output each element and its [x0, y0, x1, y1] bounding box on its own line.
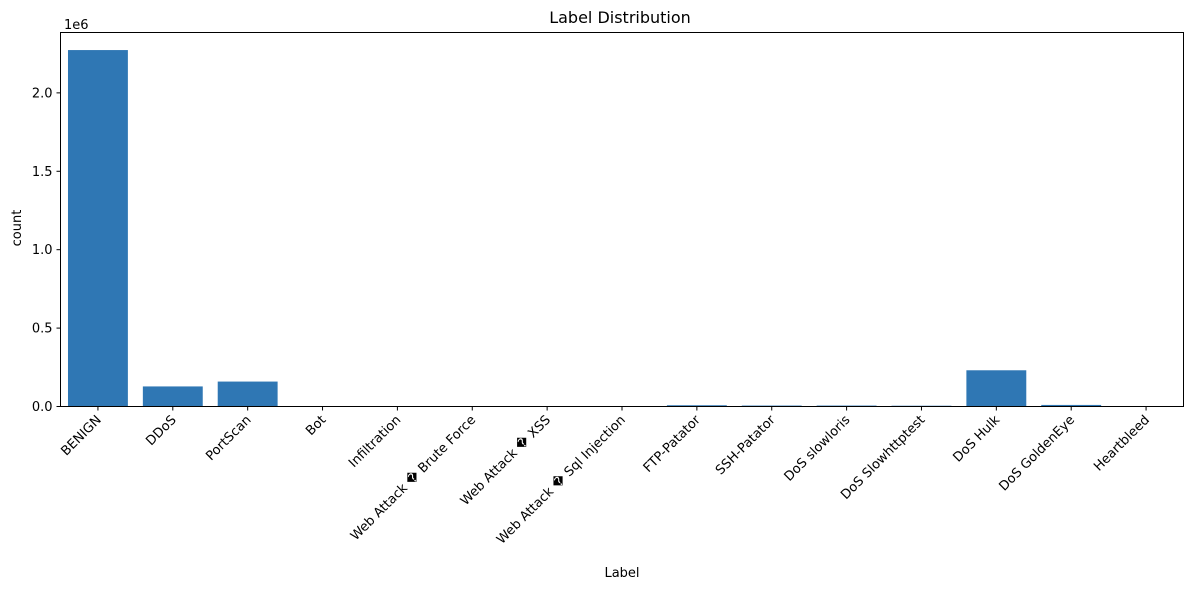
bar-8 [666, 405, 727, 407]
plot-frame [60, 32, 1184, 407]
bar-2 [217, 381, 278, 407]
y-ticks-group: 0.0 0.5 1.0 1.5 2.0 [32, 86, 61, 415]
y-offset-label: 1e6 [64, 18, 89, 33]
bar-1 [142, 386, 203, 407]
bar-12 [966, 370, 1027, 407]
x-tick-label-11: DoS Slowhttptest [838, 413, 928, 503]
x-tick-label-12: DoS Hulk [950, 412, 1003, 465]
y-tick-label-3: 1.5 [32, 165, 53, 180]
x-tick-label-10: DoS slowloris [782, 413, 854, 485]
x-axis-label: Label [604, 566, 639, 581]
bar-0 [67, 50, 128, 407]
x-tick-label-9: SSH-Patator [713, 412, 779, 478]
x-tick-label-14: Heartbleed [1091, 413, 1153, 475]
x-tick-label-1: DDoS [143, 413, 179, 449]
x-tick-label-4: Infiltration [346, 413, 404, 471]
x-tick-label-7: Web Attack � Sql Injection [493, 411, 629, 547]
y-axis-label: count [10, 210, 25, 247]
bar-13 [1041, 404, 1102, 407]
bars-group [67, 50, 1177, 407]
x-tick-label-2: PortScan [203, 413, 254, 464]
x-tick-label-5: Web Attack � Brute Force [347, 411, 480, 544]
x-tick-label-13: DoS GoldenEye [996, 413, 1078, 495]
x-tick-label-3: Bot [303, 413, 329, 439]
y-tick-label-0: 0.0 [32, 400, 53, 415]
chart-title: Label Distribution [549, 8, 691, 27]
x-tick-label-0: BENIGN [58, 413, 104, 459]
y-tick-label-2: 1.0 [32, 243, 53, 258]
x-tick-label-8: FTP-Patator [641, 412, 704, 475]
y-tick-label-1: 0.5 [32, 322, 53, 337]
y-tick-label-4: 2.0 [32, 86, 53, 101]
